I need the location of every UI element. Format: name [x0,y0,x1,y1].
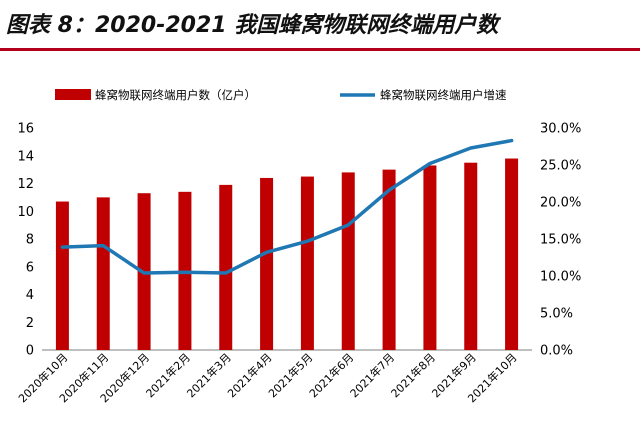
legend-line-label: 蜂窝物联网终端用户增速 [380,88,507,102]
growth-point [265,250,269,254]
growth-point [428,162,432,166]
bar [260,177,274,350]
y-left-tick-label: 10 [17,205,34,220]
y-left-tick-label: 2 [26,316,34,331]
bar [382,169,396,350]
growth-point [305,239,309,243]
y-right-tick-label: 30.0% [540,122,581,137]
y-left-tick-label: 16 [17,122,34,137]
growth-point [224,271,228,275]
growth-point [60,245,64,249]
y-left-tick-label: 14 [17,149,34,164]
axes: 0 2 4 6 8 10 12 14 16 0.0% 5.0% 10.0% 15.0% 20.0% 25.0… [17,122,581,359]
bar [219,184,233,350]
growth-point [510,139,514,143]
legend-bar-swatch [55,89,91,100]
growth-line [60,138,514,275]
title-rule [0,48,640,51]
figure-title: 图表 8：2020-2021 我国蜂窝物联网终端用户数 [6,13,499,38]
bar [96,197,110,350]
y-left-tick-label: 6 [26,260,34,275]
growth-point [387,188,391,192]
bar [300,176,314,350]
x-axis-labels: 2020年10月2020年11月2020年12月2021年2月2021年3月20… [15,350,519,405]
y-right-tick-label: 0.0% [540,344,573,359]
chart: 蜂窝物联网终端用户数（亿户） 蜂窝物联网终端用户增速 0 2 4 6 8 10 12 14 16… [15,88,581,405]
y-left-tick-label: 12 [17,177,34,192]
y-right-tick-label: 20.0% [540,196,581,211]
growth-point [142,271,146,275]
y-right-tick-label: 15.0% [540,233,581,248]
y-right-tick-label: 5.0% [540,307,573,322]
y-left-tick-label: 0 [26,344,34,359]
bar [55,201,69,350]
growth-point [183,270,187,274]
y-left-tick-label: 4 [26,288,34,303]
legend: 蜂窝物联网终端用户数（亿户） 蜂窝物联网终端用户增速 [55,88,507,102]
bar [423,165,437,350]
y-right-tick-label: 10.0% [540,270,581,285]
bar [505,158,519,350]
y-left-tick-label: 8 [26,233,34,248]
growth-line-series [60,138,514,275]
growth-point [469,146,473,150]
growth-point [101,244,105,248]
bar-series [55,158,519,350]
y-right-tick-label: 25.0% [540,159,581,174]
growth-point [346,223,350,227]
legend-bar-label: 蜂窝物联网终端用户数（亿户） [95,88,256,102]
bar [464,162,478,350]
bar [341,172,355,350]
